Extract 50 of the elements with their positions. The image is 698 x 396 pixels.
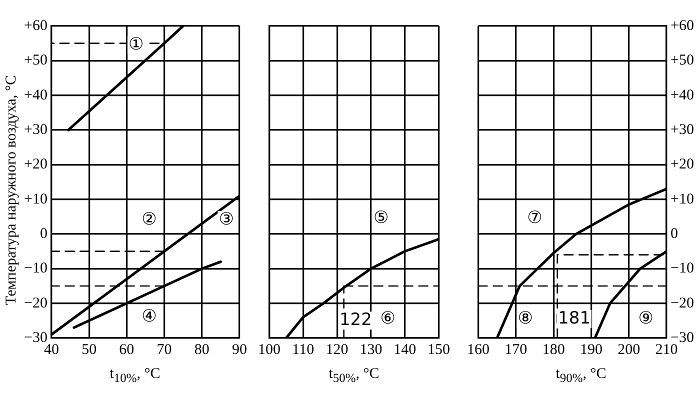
y-tick-label: +50 (24, 52, 48, 69)
annotation: 181 (558, 308, 591, 328)
x-tick-label: 140 (394, 342, 416, 358)
annotation: ② (142, 210, 157, 230)
y-tick-label: +60 (24, 18, 48, 34)
x-tick-label: 60 (119, 342, 134, 358)
x-tick-label: 210 (655, 342, 678, 358)
x-tick-label: 110 (292, 342, 314, 358)
y2-tick-label: 0 (670, 226, 678, 242)
x-axis-title: t$_{90%}$, °C (554, 366, 608, 386)
y-tick-label: +40 (24, 87, 48, 104)
annotation: ⑤ (373, 208, 389, 228)
y2-tick-label: +60 (670, 18, 694, 34)
y2-tick-label: +40 (670, 87, 694, 104)
annotation: 122 (339, 310, 372, 330)
annotation: ⑨ (638, 308, 654, 328)
x-tick-label: 120 (326, 342, 348, 358)
y-tick-label: +20 (24, 156, 48, 173)
x-tick-label: 70 (156, 342, 172, 358)
x-tick-label: 180 (542, 342, 565, 358)
x-tick-label: 90 (232, 342, 247, 358)
y-axis-title: Температура наружного воздуха, °С (4, 75, 20, 305)
y-tick-label: +30 (24, 122, 48, 138)
x-tick-label: 50 (82, 342, 97, 358)
y2-tick-label: +20 (670, 156, 694, 173)
y-tick-label: +10 (24, 191, 48, 208)
y2-tick-label: +50 (670, 52, 694, 69)
x-tick-label: 170 (504, 342, 528, 358)
x-axis-title: t$_{10%}$, °C (108, 366, 162, 386)
annotation: ① (128, 34, 144, 54)
x-tick-label: 160 (467, 342, 490, 358)
y2-tick-label: −20 (670, 295, 694, 312)
annotation: ④ (142, 306, 157, 327)
annotation: ⑦ (527, 208, 542, 228)
annotation: ⑧ (518, 308, 533, 328)
annotation: ③ (218, 210, 234, 230)
x-tick-label: 80 (194, 342, 210, 358)
annotation: ⑥ (380, 308, 396, 328)
x-tick-label: 130 (360, 342, 382, 358)
y-tick-label: 0 (40, 226, 48, 242)
x-tick-label: 150 (428, 342, 450, 358)
x-tick-label: 200 (618, 342, 640, 358)
y-tick-label: −20 (24, 295, 48, 312)
x-tick-label: 190 (580, 342, 602, 358)
x-axis-title: t$_{50%}$, °C (328, 366, 380, 386)
y-tick-label: −10 (24, 260, 48, 277)
y2-tick-label: +10 (670, 191, 694, 208)
y2-tick-label: +30 (670, 122, 694, 138)
y2-tick-label: −10 (670, 260, 694, 277)
x-tick-label: 100 (258, 342, 280, 358)
